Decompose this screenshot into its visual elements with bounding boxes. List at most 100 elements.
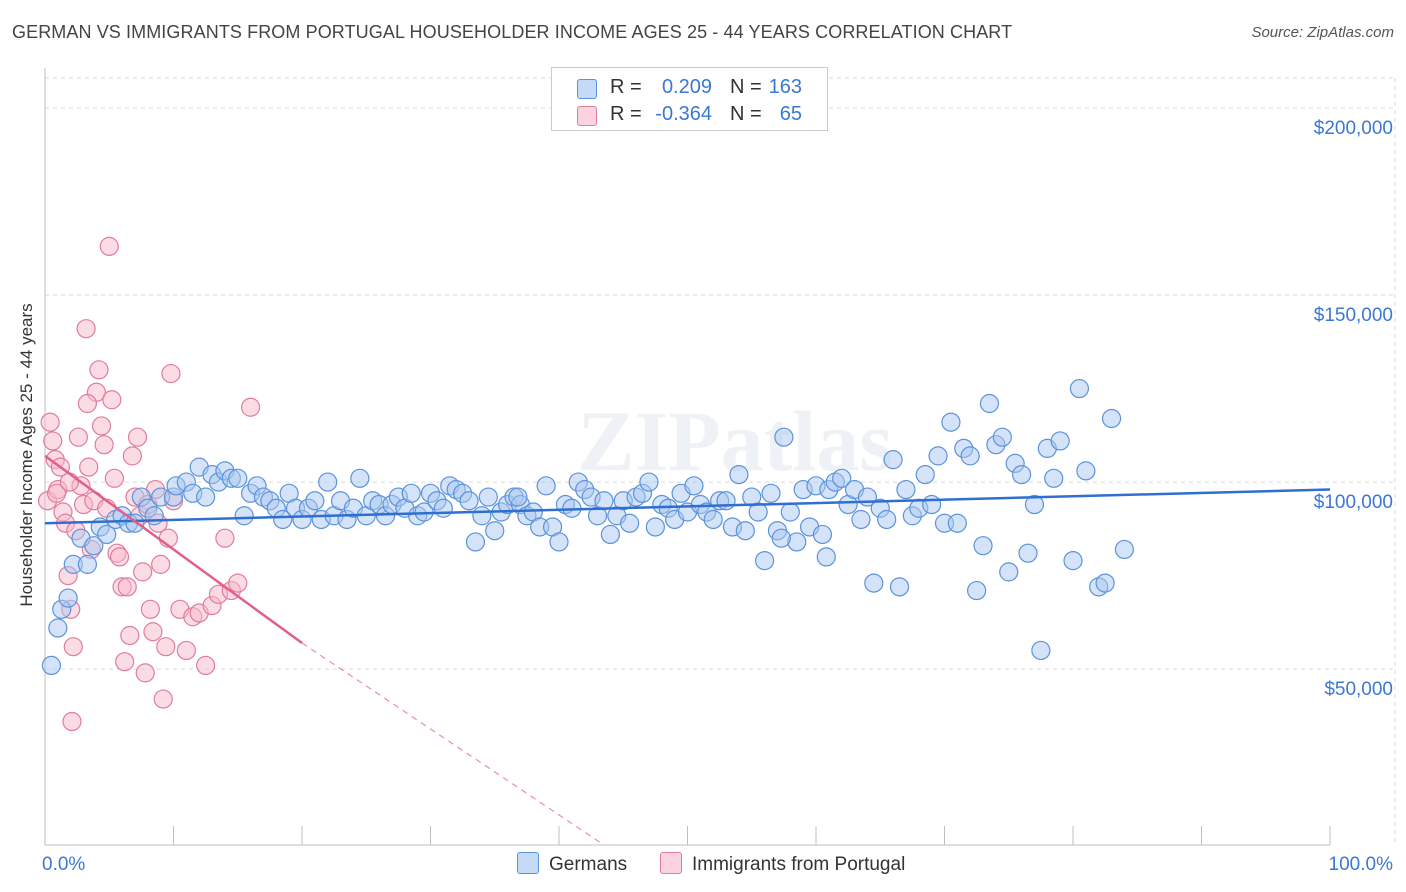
portugal-point <box>89 360 109 380</box>
portugal-point <box>40 412 60 432</box>
portugal-point <box>62 711 82 732</box>
r-label: R = <box>610 103 642 125</box>
germans-point <box>754 551 775 571</box>
portugal-point <box>161 363 181 384</box>
germans-point <box>832 468 852 488</box>
portugal-point <box>241 397 261 417</box>
portugal-trend-line <box>44 454 303 644</box>
y-tick-label: $200,000 <box>1314 118 1393 139</box>
portugal-point <box>122 446 142 466</box>
germans-point <box>716 491 736 511</box>
portugal-point <box>127 427 148 447</box>
portugal-point <box>94 435 114 455</box>
germans-point <box>812 524 833 545</box>
germans-points <box>41 378 1135 676</box>
germans-point <box>594 491 614 511</box>
portugal-point <box>76 319 96 339</box>
germans-point <box>896 479 916 500</box>
germans-point <box>684 476 704 496</box>
germans-point <box>1095 573 1115 593</box>
portugal-point <box>109 547 130 567</box>
legend-item-germans[interactable]: Germans <box>517 852 627 876</box>
portugal-point <box>59 472 80 492</box>
y-tick-label: $100,000 <box>1314 492 1393 513</box>
portugal-legend-swatch <box>660 852 682 874</box>
legend-item-portugal[interactable]: Immigrants from Portugal <box>660 852 905 876</box>
germans-point <box>144 506 164 526</box>
germans-point <box>967 580 987 601</box>
germans-point <box>508 487 528 507</box>
germans-point <box>1031 640 1051 661</box>
germans-point <box>864 573 884 593</box>
germans-point <box>459 491 479 511</box>
germans-point <box>228 468 248 488</box>
germans-point <box>97 524 117 545</box>
portugal-point <box>43 431 63 451</box>
portugal-point <box>133 562 153 582</box>
germans-point <box>851 509 871 530</box>
germans-point <box>465 532 486 552</box>
germans-point <box>1076 461 1096 481</box>
y-tick-labels: $50,000 $100,000 $150,000 $200,000 <box>1314 118 1393 700</box>
germans-swatch <box>577 79 597 99</box>
portugal-point <box>102 390 122 410</box>
germans-point <box>485 521 505 541</box>
germans-point <box>1050 431 1070 451</box>
portugal-point <box>117 577 137 597</box>
germans-point <box>883 450 903 470</box>
source-label: Source: ZipAtlas.com <box>1251 24 1394 41</box>
germans-point <box>1114 539 1135 560</box>
portugal-point <box>143 622 163 642</box>
germans-point <box>77 554 98 574</box>
germans-point <box>1018 543 1038 563</box>
legend-row-germans: R = 0.209 N = 163 <box>552 73 827 103</box>
portugal-point <box>140 599 160 619</box>
germans-point <box>1044 468 1064 488</box>
portugal-swatch <box>577 106 597 126</box>
germans-point <box>941 412 961 432</box>
x-tick-label: 100.0% <box>1329 854 1394 875</box>
correlation-legend: R = 0.209 N = 163 R = -0.364 N = 65 <box>551 67 828 131</box>
germans-point <box>305 491 325 511</box>
germans-point <box>350 468 370 488</box>
portugal-point <box>104 468 124 488</box>
germans-point <box>41 655 62 676</box>
portugal-point <box>91 416 112 436</box>
germans-point <box>536 476 556 496</box>
portugal-point <box>120 625 140 646</box>
x-tick-label: 0.0% <box>42 854 85 875</box>
portugal-n-value: 65 <box>779 103 802 125</box>
y-axis-label: Householder Income Ages 25 - 44 years <box>17 303 36 607</box>
germans-point <box>947 513 967 533</box>
portugal-point <box>153 689 173 709</box>
germans-point <box>318 472 338 492</box>
germans-point <box>48 618 68 638</box>
germans-point <box>1063 551 1083 571</box>
portugal-legend-label: Immigrants from Portugal <box>692 854 906 875</box>
germans-point <box>1101 408 1122 429</box>
portugal-point <box>63 637 83 657</box>
germans-point <box>928 446 948 466</box>
portugal-point <box>115 652 135 672</box>
germans-point <box>729 464 749 485</box>
germans-point <box>273 509 293 530</box>
portugal-point <box>151 554 171 574</box>
portugal-point <box>79 457 99 477</box>
portugal-point <box>99 236 119 256</box>
germans-point <box>196 487 216 507</box>
germans-point <box>600 524 621 545</box>
germans-point <box>915 464 935 485</box>
germans-point <box>922 494 942 515</box>
germans-point <box>478 487 498 507</box>
germans-point <box>889 577 910 597</box>
germans-point <box>979 393 1000 414</box>
germans-r-value: 0.209 <box>661 76 712 98</box>
portugal-point <box>135 663 155 683</box>
germans-point <box>645 517 665 537</box>
germans-point <box>771 528 791 548</box>
germans-point <box>735 521 755 541</box>
germans-point <box>748 502 768 522</box>
portugal-point <box>46 483 67 503</box>
germans-trend-line <box>44 488 1331 525</box>
